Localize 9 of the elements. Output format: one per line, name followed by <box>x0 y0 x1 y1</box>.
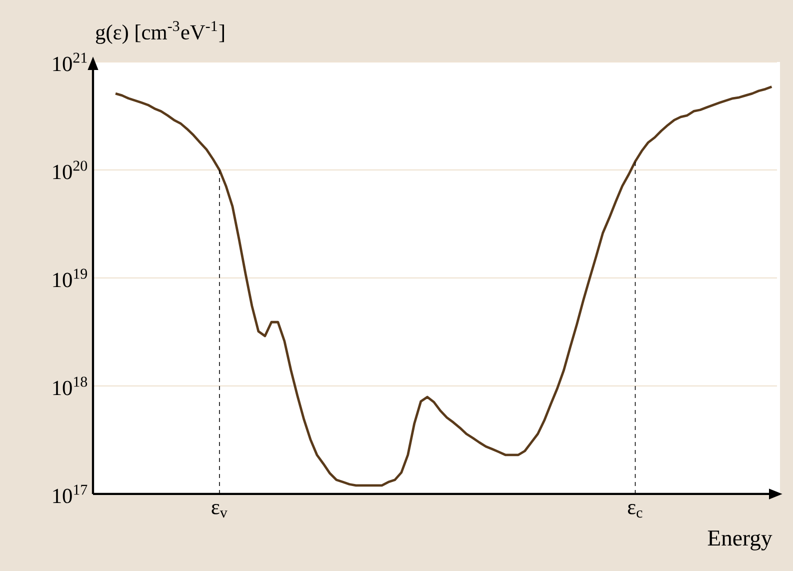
y-tick-label: 10$^{20}$ <box>53 160 88 180</box>
y-axis-title: g(ε) [cm$^{-3}$eV$^{-1}$] <box>96 21 224 44</box>
y-tick-label: 10$^{17}$ <box>53 484 88 504</box>
x-tick-label: ε$_{v}$ <box>212 504 228 518</box>
y-tick-label: 10$^{19}$ <box>53 268 88 288</box>
y-tick-label: 10$^{18}$ <box>53 376 88 396</box>
y-tick-label: 10$^{21}$ <box>53 52 87 72</box>
x-tick-label: ε$_{c}$ <box>628 504 642 518</box>
x-axis-title: Energy <box>708 530 772 550</box>
